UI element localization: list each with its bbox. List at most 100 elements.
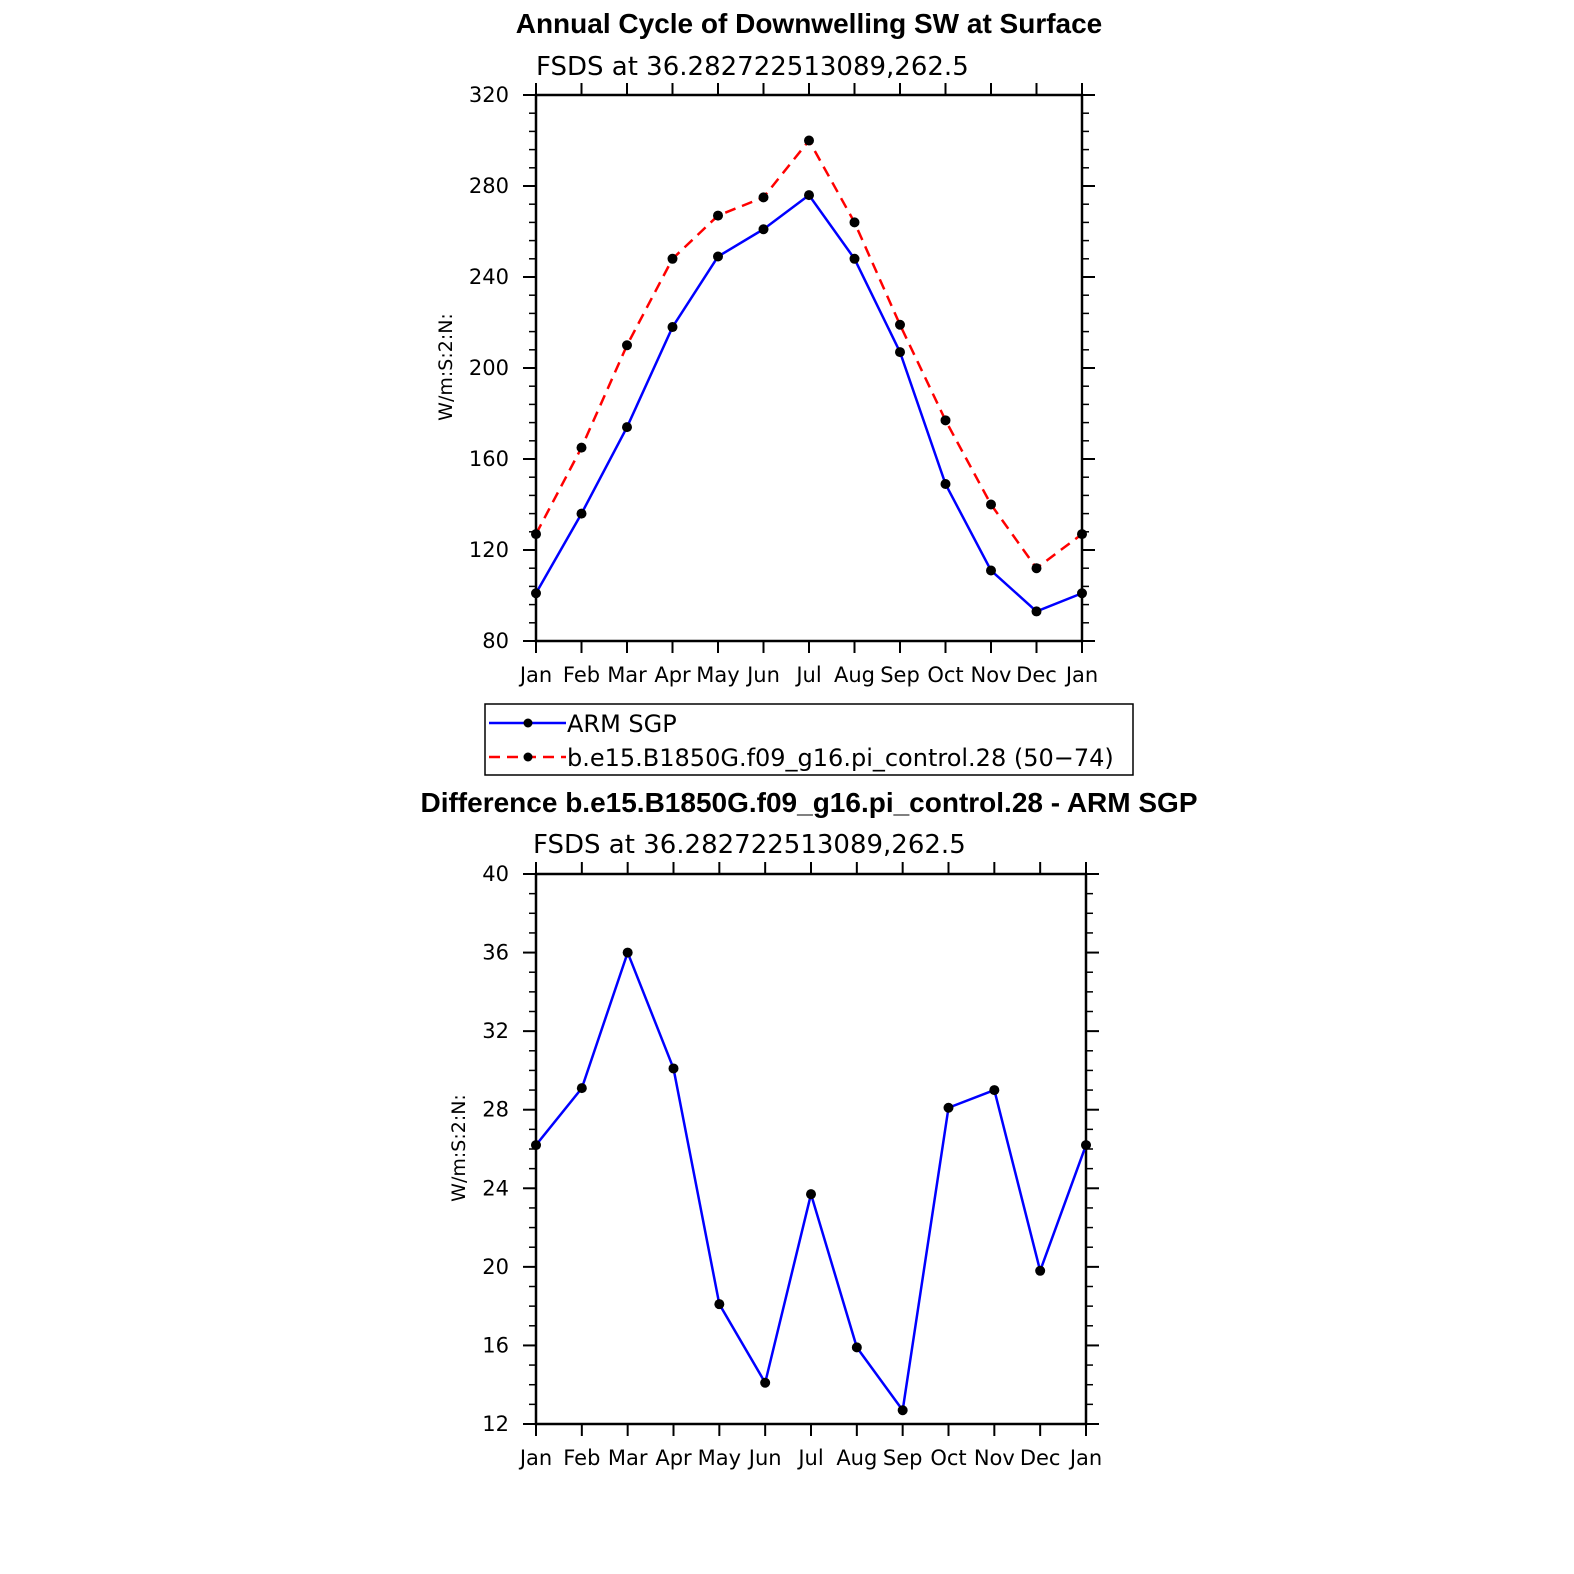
data-point-0 [622, 422, 632, 433]
data-point-1 [622, 340, 632, 351]
data-point-1 [1077, 529, 1087, 540]
data-point-1 [1031, 563, 1042, 574]
axis-ticks [523, 83, 1095, 653]
data-point-1 [986, 499, 996, 510]
y-tick-label: 20 [482, 1255, 509, 1279]
x-tick-label: May [696, 663, 739, 687]
data-point-1 [667, 253, 678, 264]
legend-marker-arm-sgp [523, 718, 533, 728]
data-point-0 [1035, 1265, 1046, 1276]
y-tick-label: 80 [482, 629, 509, 653]
data-point-1 [758, 192, 769, 203]
data-point-1 [713, 210, 723, 221]
series-line-1 [534, 138, 1083, 570]
data-point-1 [940, 415, 951, 426]
y-tick-label: 320 [469, 83, 509, 107]
data-point-0 [943, 1102, 954, 1113]
data-point-0 [897, 1405, 908, 1416]
legend-box [484, 703, 1134, 776]
series-layer [531, 947, 1091, 1416]
x-tick-label: Nov [971, 663, 1012, 687]
x-tick-label: Oct [930, 1446, 966, 1470]
y-tick-label: 200 [469, 356, 509, 380]
data-point-0 [806, 1189, 816, 1200]
x-tick-label: Dec [1020, 1446, 1061, 1470]
data-point-0 [622, 947, 633, 958]
x-tick-label: Jan [1068, 1446, 1102, 1470]
data-point-0 [851, 1342, 862, 1353]
data-point-0 [895, 347, 905, 358]
y-axis-label: W/m:S:2:N: [448, 1094, 470, 1202]
x-tick-label: Mar [607, 663, 647, 687]
x-tick-label: Feb [563, 1446, 600, 1470]
y-tick-label: 160 [469, 447, 509, 471]
data-point-0 [1031, 606, 1042, 617]
data-point-0 [986, 565, 996, 576]
axis-ticks [523, 862, 1099, 1436]
x-tick-label: Jan [518, 1446, 552, 1470]
series-layer [531, 135, 1087, 617]
data-point-0 [576, 508, 587, 519]
plot-frame [534, 872, 1088, 1426]
difference-chart: Difference b.e15.B1850G.f09_g16.pi_contr… [420, 787, 1197, 1470]
x-tick-label: Jun [747, 1446, 782, 1470]
data-point-0 [989, 1085, 1000, 1096]
x-tick-label: Feb [563, 663, 600, 687]
annual-cycle-chart: Annual Cycle of Downwelling SW at Surfac… [435, 8, 1102, 687]
series-line-0 [534, 193, 1083, 613]
x-tick-label: Jul [794, 663, 821, 687]
data-point-1 [531, 529, 541, 540]
data-point-1 [804, 135, 814, 146]
y-tick-label: 28 [482, 1098, 509, 1122]
x-tick-label: May [698, 1446, 741, 1470]
data-point-0 [531, 1140, 541, 1151]
x-tick-label: Dec [1016, 663, 1057, 687]
data-point-1 [895, 319, 905, 330]
x-tick-label: Jan [1064, 663, 1098, 687]
chart-subtitle: FSDS at 36.282722513089,262.5 [536, 52, 969, 82]
data-point-0 [713, 251, 723, 262]
x-tick-label: Nov [974, 1446, 1015, 1470]
y-tick-label: 40 [482, 862, 509, 886]
data-point-0 [1077, 588, 1087, 599]
data-point-1 [576, 442, 587, 453]
data-point-0 [760, 1377, 771, 1388]
x-tick-label: Sep [880, 663, 920, 687]
x-tick-label: Apr [654, 663, 691, 687]
data-point-0 [1081, 1140, 1091, 1151]
data-point-1 [849, 217, 860, 228]
x-tick-label: Oct [927, 663, 963, 687]
data-point-0 [714, 1299, 725, 1310]
legend-marker-model [523, 752, 533, 762]
chart-title: Annual Cycle of Downwelling SW at Surfac… [516, 8, 1103, 39]
x-tick-label: Aug [836, 1446, 877, 1470]
data-point-0 [576, 1083, 587, 1094]
series-line-0 [535, 948, 1088, 1414]
y-tick-label: 280 [469, 174, 509, 198]
data-point-0 [804, 190, 814, 201]
x-tick-label: Apr [655, 1446, 692, 1470]
y-tick-label: 240 [469, 265, 509, 289]
y-tick-label: 36 [482, 941, 509, 965]
chart-subtitle: FSDS at 36.282722513089,262.5 [533, 830, 966, 860]
y-axis-label: W/m:S:2:N: [435, 313, 457, 421]
y-tick-label: 12 [482, 1412, 509, 1436]
y-tick-label: 24 [482, 1176, 509, 1200]
legend-label-model: b.e15.B1850G.f09_g16.pi_control.28 (50−7… [567, 744, 1114, 772]
legend-label-arm-sgp: ARM SGP [567, 710, 677, 738]
y-tick-label: 32 [482, 1019, 509, 1043]
x-tick-label: Mar [608, 1446, 648, 1470]
y-tick-label: 16 [482, 1333, 509, 1357]
data-point-0 [667, 322, 678, 333]
data-point-0 [849, 253, 860, 264]
data-point-0 [940, 479, 951, 490]
chart-title: Difference b.e15.B1850G.f09_g16.pi_contr… [420, 787, 1197, 818]
data-point-0 [668, 1063, 679, 1074]
x-tick-label: Jun [745, 663, 780, 687]
tick-labels: Jan Feb Mar Apr May Jun Jul Aug Sep Oct Nov Dec Jan 1… [482, 862, 1102, 1470]
data-point-0 [531, 588, 541, 599]
y-tick-label: 120 [469, 538, 509, 562]
x-tick-label: Aug [834, 663, 875, 687]
data-point-0 [758, 224, 769, 235]
